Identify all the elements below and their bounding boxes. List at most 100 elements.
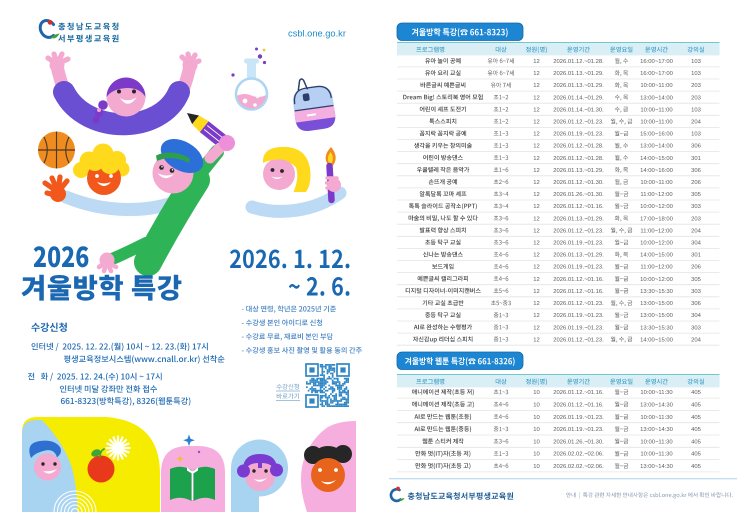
svg-text:13:30~15:30: 13:30~15:30 bbox=[640, 325, 673, 331]
svg-text:2026.01.12.~01.23.: 2026.01.12.~01.23. bbox=[553, 337, 604, 343]
svg-text:204: 204 bbox=[691, 337, 702, 343]
svg-text:2026.01.12.~01.16.: 2026.01.12.~01.16. bbox=[553, 402, 604, 408]
svg-text:304: 304 bbox=[691, 241, 702, 247]
svg-text:405: 405 bbox=[691, 402, 701, 408]
svg-text:12: 12 bbox=[533, 168, 540, 174]
svg-text:10: 10 bbox=[533, 402, 540, 408]
svg-text:12: 12 bbox=[533, 204, 540, 210]
svg-text:405: 405 bbox=[691, 390, 701, 396]
svg-text:17:00~18:00: 17:00~18:00 bbox=[640, 216, 673, 222]
svg-text:303: 303 bbox=[691, 204, 701, 210]
svg-text:303: 303 bbox=[691, 325, 701, 331]
svg-text:10:00~12:00: 10:00~12:00 bbox=[640, 277, 673, 283]
svg-text:2026.01.12.~01.23.: 2026.01.12.~01.23. bbox=[553, 228, 604, 234]
svg-text:306: 306 bbox=[691, 301, 701, 307]
svg-text:12: 12 bbox=[533, 83, 540, 89]
svg-text:301: 301 bbox=[691, 253, 701, 259]
svg-text:2026.01.12.~01.30.: 2026.01.12.~01.30. bbox=[553, 180, 604, 186]
svg-text:10:00~11:30: 10:00~11:30 bbox=[640, 415, 673, 421]
svg-text:405: 405 bbox=[691, 452, 701, 458]
svg-text:10:00~11:30: 10:00~11:30 bbox=[640, 452, 673, 458]
svg-text:2026.01.14.~01.30.: 2026.01.14.~01.30. bbox=[553, 107, 604, 113]
svg-text:14:00~15:00: 14:00~15:00 bbox=[640, 337, 673, 343]
svg-text:303: 303 bbox=[691, 289, 701, 295]
svg-text:2026.01.14.~01.29.: 2026.01.14.~01.29. bbox=[553, 95, 604, 101]
svg-text:10:00~11:30: 10:00~11:30 bbox=[640, 390, 673, 396]
svg-text:10:00~11:00: 10:00~11:00 bbox=[640, 83, 673, 89]
svg-text:2026.01.13.~01.29.: 2026.01.13.~01.29. bbox=[553, 83, 604, 89]
svg-text:10: 10 bbox=[533, 464, 540, 470]
svg-text:12: 12 bbox=[533, 325, 540, 331]
svg-text:16:00~17:00: 16:00~17:00 bbox=[640, 71, 673, 77]
svg-text:2026.01.19.~01.23.: 2026.01.19.~01.23. bbox=[553, 427, 604, 433]
svg-text:103: 103 bbox=[691, 59, 701, 65]
svg-text:12: 12 bbox=[533, 180, 540, 186]
svg-text:2026.01.12.~01.28.: 2026.01.12.~01.28. bbox=[553, 156, 604, 162]
svg-text:12: 12 bbox=[533, 59, 540, 65]
svg-text:203: 203 bbox=[691, 95, 701, 101]
svg-text:10: 10 bbox=[533, 452, 540, 458]
svg-text:csbl.one.go.kr: csbl.one.go.kr bbox=[288, 29, 346, 39]
svg-text:2026.01.13.~01.29.: 2026.01.13.~01.29. bbox=[553, 71, 604, 77]
svg-text:10:00~11:30: 10:00~11:30 bbox=[640, 439, 673, 445]
svg-text:2026.01.13.~01.29.: 2026.01.13.~01.29. bbox=[553, 253, 604, 259]
svg-text:10: 10 bbox=[533, 439, 540, 445]
svg-text:405: 405 bbox=[691, 427, 701, 433]
svg-text:12: 12 bbox=[533, 337, 540, 343]
svg-text:10: 10 bbox=[533, 415, 540, 421]
svg-text:103: 103 bbox=[691, 132, 701, 138]
svg-text:11:00~12:00: 11:00~12:00 bbox=[640, 265, 673, 271]
svg-text:14:00~15:00: 14:00~15:00 bbox=[640, 253, 673, 259]
svg-text:10:00~12:00: 10:00~12:00 bbox=[640, 204, 673, 210]
svg-text:206: 206 bbox=[691, 265, 701, 271]
svg-text:12: 12 bbox=[533, 192, 540, 198]
svg-text:2026.01.12.~01.28.: 2026.01.12.~01.28. bbox=[553, 59, 604, 65]
svg-text:2026.02.02.~02.06.: 2026.02.02.~02.06. bbox=[553, 452, 604, 458]
svg-text:306: 306 bbox=[691, 144, 701, 150]
svg-text:14:00~15:00: 14:00~15:00 bbox=[640, 156, 673, 162]
svg-text:2026.01.12.~01.23.: 2026.01.12.~01.23. bbox=[553, 301, 604, 307]
svg-text:2026.01.26.~01.30.: 2026.01.26.~01.30. bbox=[553, 192, 604, 198]
svg-text:13:00~14:30: 13:00~14:30 bbox=[640, 464, 673, 470]
svg-text:13:00~14:00: 13:00~14:00 bbox=[640, 144, 673, 150]
svg-text:206: 206 bbox=[691, 180, 701, 186]
svg-text:305: 305 bbox=[691, 192, 701, 198]
svg-text:15:00~16:00: 15:00~16:00 bbox=[640, 132, 673, 138]
svg-text:16:00~17:00: 16:00~17:00 bbox=[640, 59, 673, 65]
svg-text:12: 12 bbox=[533, 216, 540, 222]
svg-text:405: 405 bbox=[691, 464, 701, 470]
svg-text:2026.01.12.~01.16.: 2026.01.12.~01.16. bbox=[553, 204, 604, 210]
svg-text:13:00~14:30: 13:00~14:30 bbox=[640, 427, 673, 433]
svg-text:2026.01.19.~01.23.: 2026.01.19.~01.23. bbox=[553, 132, 604, 138]
svg-text:13:30~15:30: 13:30~15:30 bbox=[640, 289, 673, 295]
svg-text:10:00~11:00: 10:00~11:00 bbox=[640, 180, 673, 186]
svg-text:2026.01.19.~01.23.: 2026.01.19.~01.23. bbox=[553, 265, 604, 271]
svg-text:11:00~12:00: 11:00~12:00 bbox=[640, 228, 673, 234]
svg-text:13:00~14:00: 13:00~14:00 bbox=[640, 95, 673, 101]
svg-text:12: 12 bbox=[533, 241, 540, 247]
svg-text:11:00~12:00: 11:00~12:00 bbox=[640, 192, 673, 198]
svg-text:103: 103 bbox=[691, 71, 701, 77]
svg-text:12: 12 bbox=[533, 289, 540, 295]
svg-text:2026.01.19.~01.23.: 2026.01.19.~01.23. bbox=[553, 415, 604, 421]
svg-text:12: 12 bbox=[533, 71, 540, 77]
svg-text:12: 12 bbox=[533, 265, 540, 271]
svg-text:13:00~14:30: 13:00~14:30 bbox=[640, 402, 673, 408]
svg-text:204: 204 bbox=[691, 120, 702, 126]
svg-text:12: 12 bbox=[533, 144, 540, 150]
svg-text:2026.01.26.~01.30.: 2026.01.26.~01.30. bbox=[553, 439, 604, 445]
svg-text:10:00~12:00: 10:00~12:00 bbox=[640, 241, 673, 247]
svg-text:12: 12 bbox=[533, 277, 540, 283]
svg-text:2026.01.12.~01.16.: 2026.01.12.~01.16. bbox=[553, 390, 604, 396]
svg-text:306: 306 bbox=[691, 168, 701, 174]
svg-text:13:00~15:00: 13:00~15:00 bbox=[640, 301, 673, 307]
svg-text:2026.01.19.~01.23.: 2026.01.19.~01.23. bbox=[553, 313, 604, 319]
svg-text:12: 12 bbox=[533, 156, 540, 162]
svg-text:12: 12 bbox=[533, 107, 540, 113]
svg-text:2026.01.13.~01.29.: 2026.01.13.~01.29. bbox=[553, 168, 604, 174]
svg-text:2026.02.02.~02.06.: 2026.02.02.~02.06. bbox=[553, 464, 604, 470]
svg-text:14:00~16:00: 14:00~16:00 bbox=[640, 168, 673, 174]
svg-text:2026.01.12.~01.16.: 2026.01.12.~01.16. bbox=[553, 289, 604, 295]
svg-text:13:00~15:00: 13:00~15:00 bbox=[640, 313, 673, 319]
svg-text:405: 405 bbox=[691, 439, 701, 445]
